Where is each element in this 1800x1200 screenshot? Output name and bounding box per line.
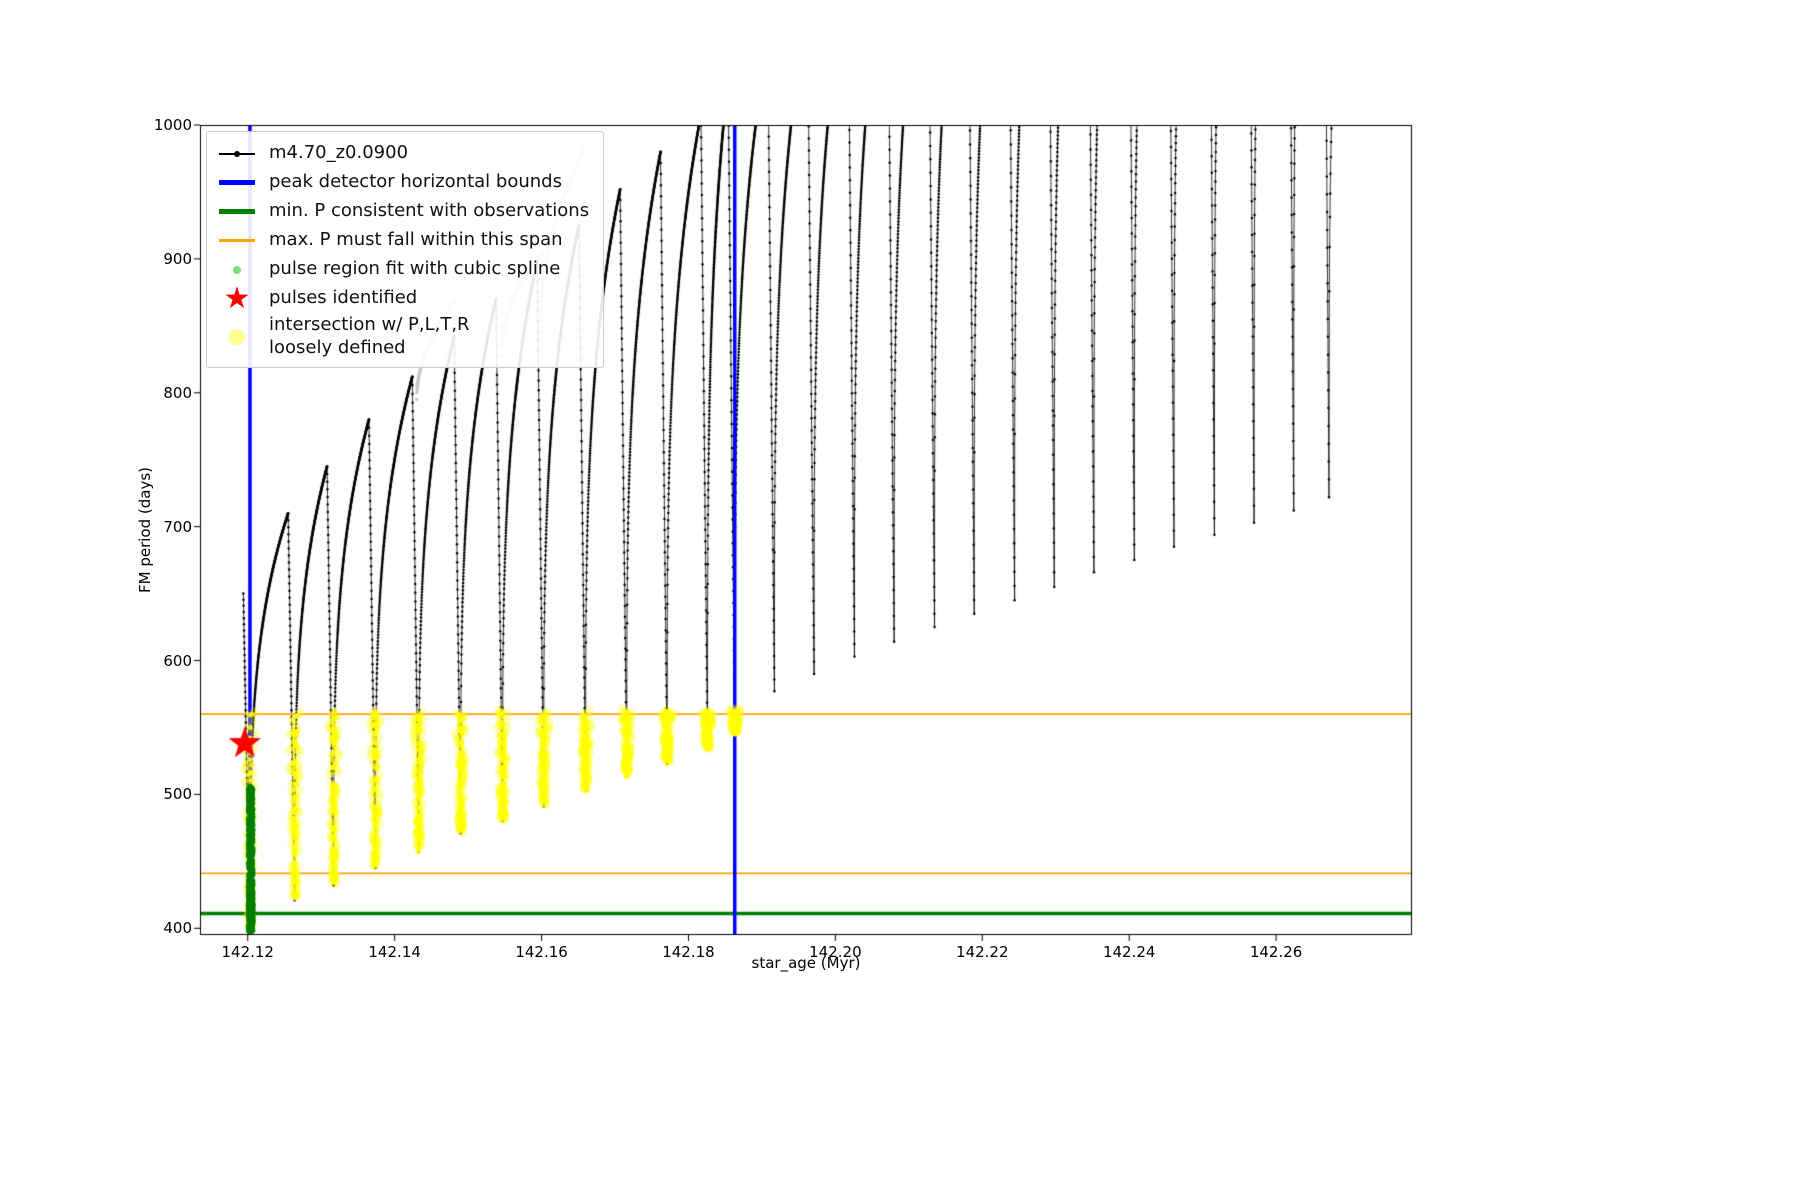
pulse-region-dot-swatch — [217, 265, 257, 274]
legend-label: pulses identified — [269, 287, 418, 309]
x-tick-label: 142.18 — [662, 943, 715, 961]
x-tick-label: 142.20 — [809, 943, 862, 961]
x-axis-label: star_age (Myr) — [751, 954, 861, 972]
x-tick-label: 142.12 — [221, 943, 274, 961]
y-tick-label: 600 — [163, 651, 192, 670]
legend-label: m4.70_z0.0900 — [269, 142, 409, 164]
legend-label: min. P consistent with observations — [269, 200, 590, 222]
blue-bounds-line-swatch — [217, 180, 257, 185]
legend-entry: pulse region fit with cubic spline — [217, 256, 589, 283]
pulse-star-icon: ★ — [223, 280, 251, 316]
x-tick-label: 142.26 — [1249, 943, 1303, 961]
y-axis-label: FM period (days) — [136, 467, 154, 593]
x-tick-label: 142.16 — [515, 943, 568, 961]
legend-entry: max. P must fall within this span — [217, 227, 589, 254]
legend-entry: peak detector horizontal bounds — [217, 169, 589, 196]
legend-label: peak detector horizontal bounds — [269, 171, 562, 193]
x-tick-label: 142.24 — [1102, 943, 1156, 961]
legend-entry: m4.70_z0.0900 — [217, 140, 589, 167]
y-tick-label: 900 — [163, 249, 192, 268]
y-tick-label: 1000 — [153, 116, 192, 134]
intersection-dot-swatch — [217, 328, 257, 345]
y-tick-label: 700 — [163, 517, 192, 536]
legend-entry: ★ pulses identified — [217, 280, 589, 316]
orange-span-line-swatch — [217, 239, 257, 242]
x-tick-label: 142.22 — [956, 943, 1009, 961]
y-tick-label: 500 — [163, 785, 192, 804]
legend-entry: intersection w/ P,L,T,R loosely defined — [217, 314, 589, 359]
y-tick-label: 400 — [163, 919, 192, 938]
legend-label: intersection w/ P,L,T,R loosely defined — [269, 314, 470, 358]
green-min-line-swatch — [217, 209, 257, 214]
y-tick-label: 800 — [163, 383, 192, 402]
x-tick-label: 142.14 — [368, 943, 421, 961]
legend-label: max. P must fall within this span — [269, 229, 563, 251]
legend-label: pulse region fit with cubic spline — [269, 258, 561, 280]
series-line-swatch — [217, 149, 257, 159]
legend-entry: min. P consistent with observations — [217, 198, 589, 225]
